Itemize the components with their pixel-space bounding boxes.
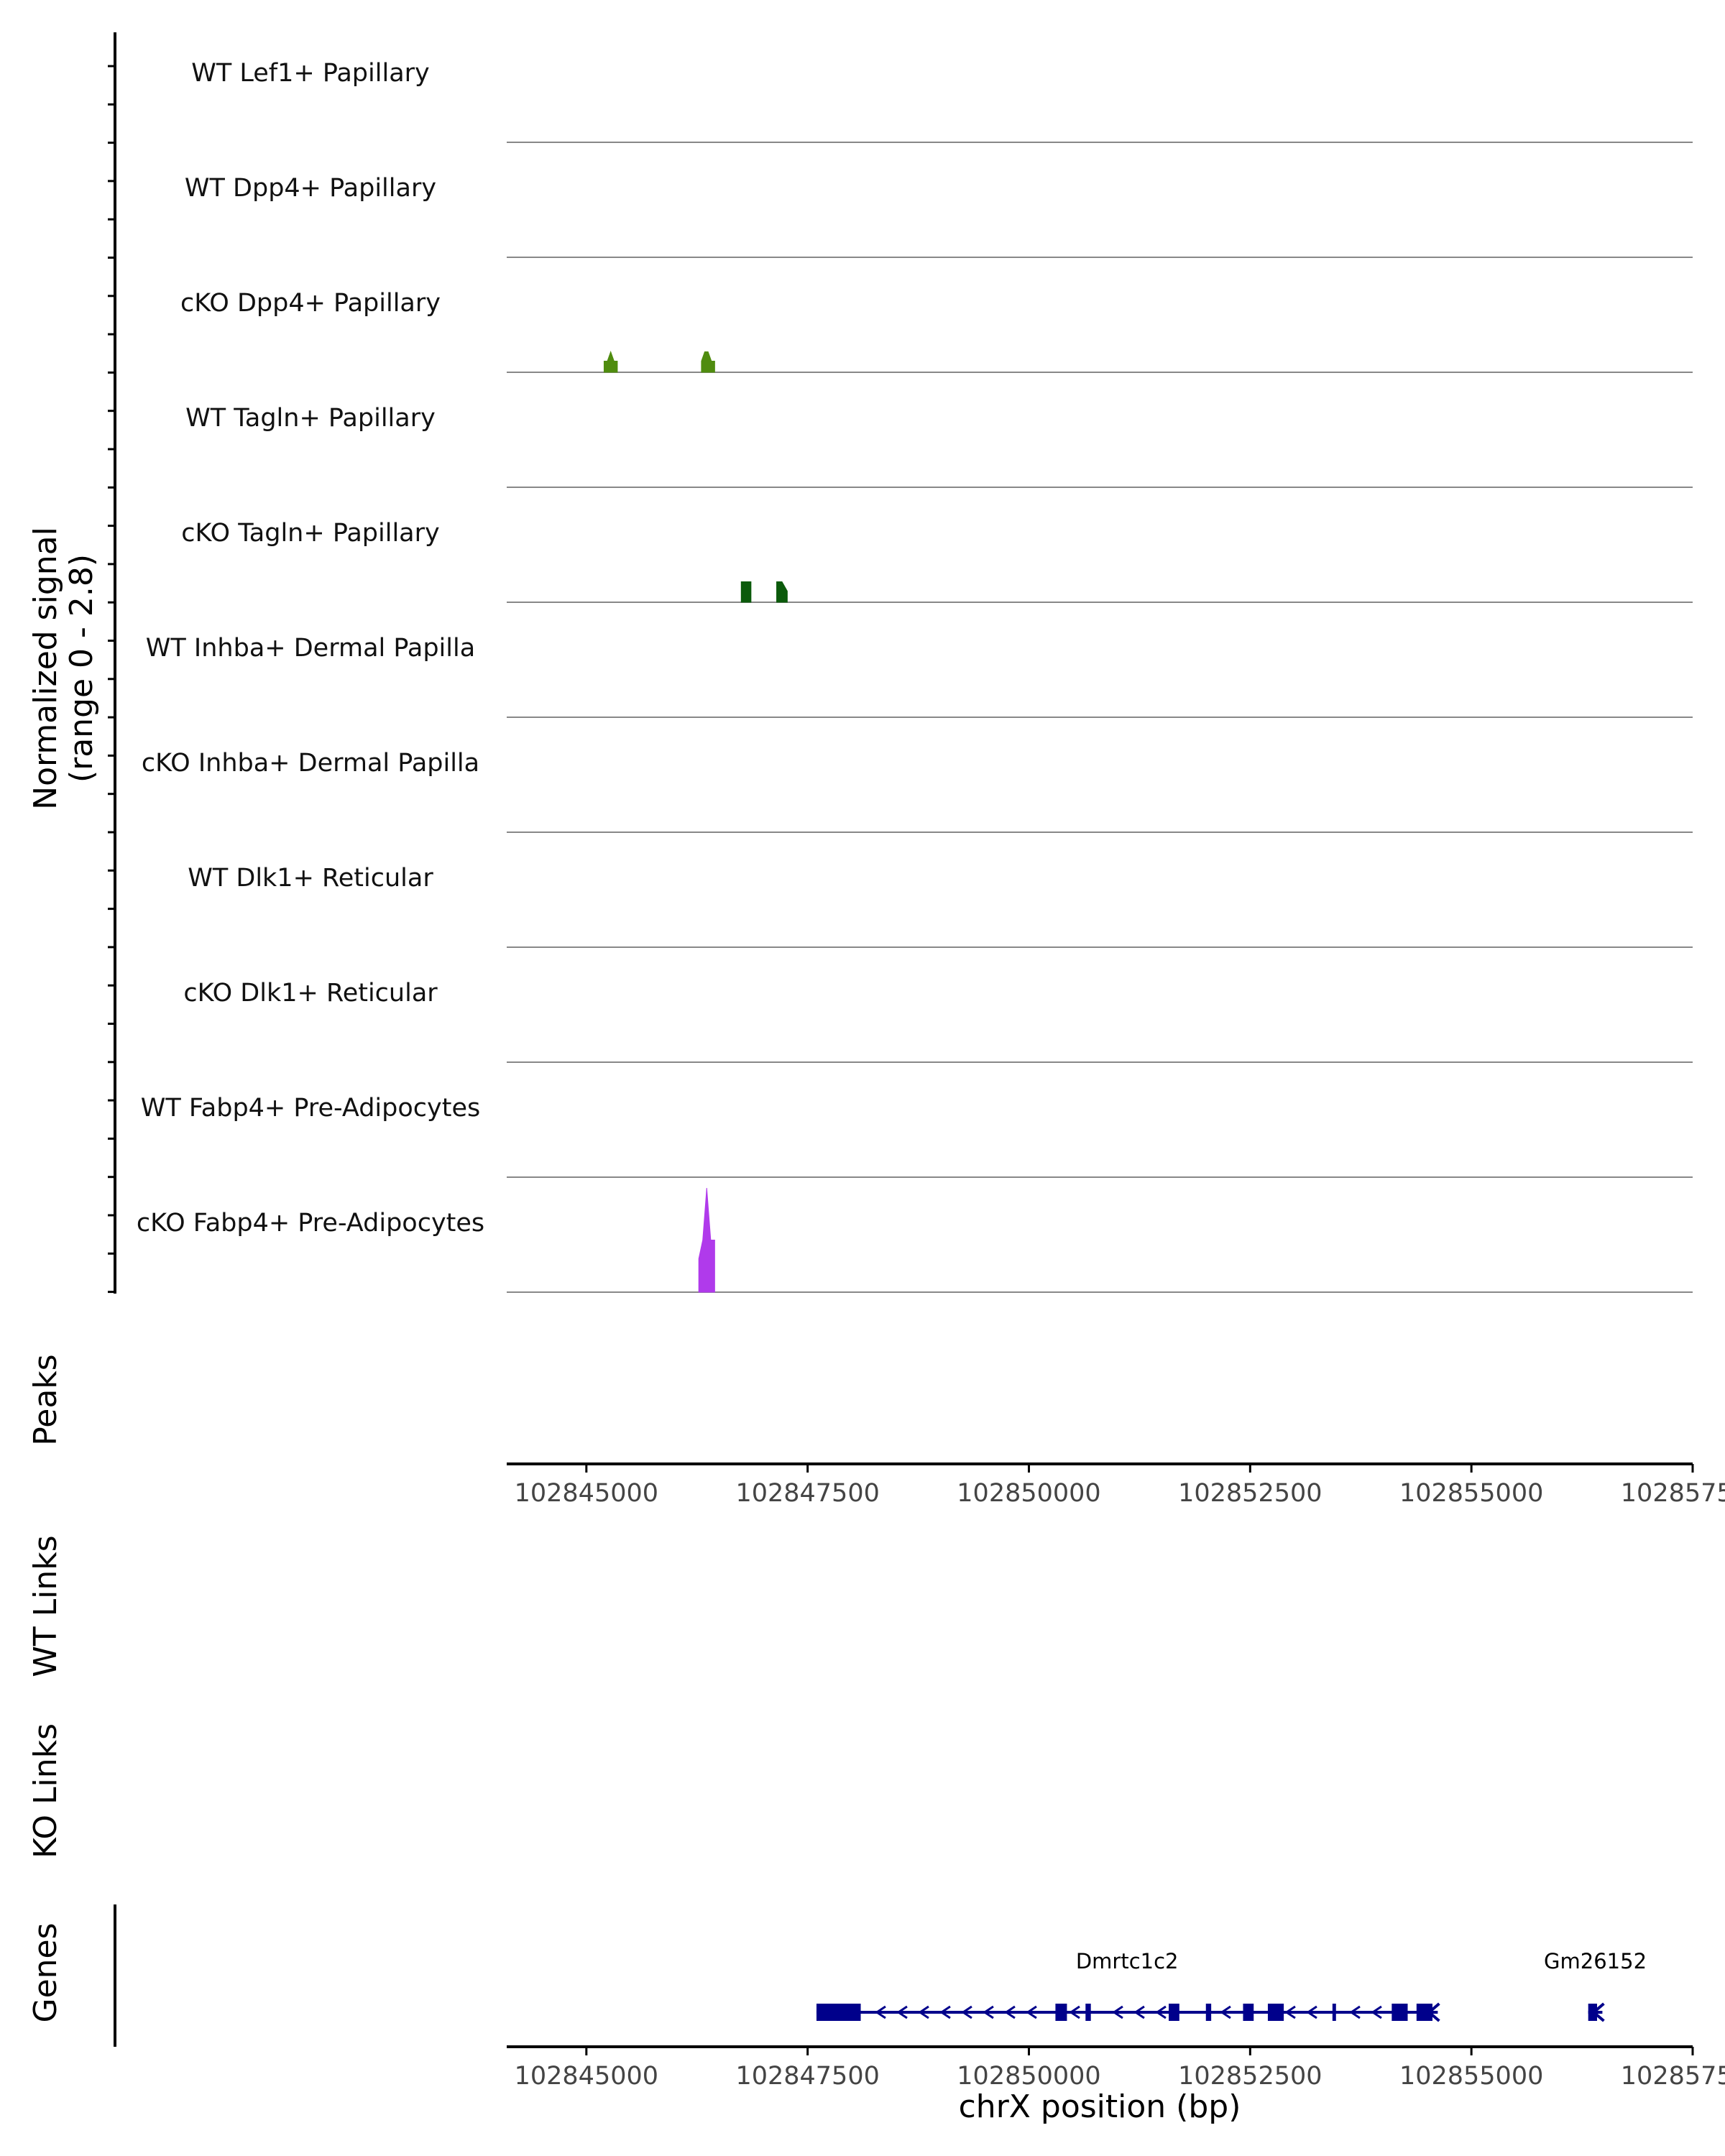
strand-arrow bbox=[1112, 2005, 1123, 2019]
strand-arrow bbox=[1220, 2005, 1231, 2019]
track-label: cKO Dpp4+ Papillary bbox=[180, 289, 441, 318]
track: WT Tagln+ Papillary bbox=[185, 404, 1693, 488]
x-tick-label: 102845000 bbox=[515, 1479, 658, 1508]
genes-x-axis-ticks: 102845000 102847500 102850000 102852500 1028… bbox=[515, 2047, 1725, 2091]
peaks-x-axis-ticks: 102845000 102847500 102850000 102852500 1028… bbox=[515, 1464, 1725, 1508]
strand-arrow bbox=[1306, 2005, 1317, 2019]
exon bbox=[1588, 2004, 1598, 2021]
track: WT Lef1+ Papillary bbox=[191, 59, 1693, 143]
y-axis-title-line1: Normalized signal bbox=[27, 527, 64, 810]
gene-model: Gm26152 bbox=[1544, 1949, 1647, 2022]
x-tick-label: 102852500 bbox=[1178, 2062, 1322, 2091]
ko-links-label: KO Links bbox=[27, 1723, 64, 1858]
strand-arrow bbox=[1133, 2005, 1145, 2019]
exon bbox=[1205, 2004, 1212, 2021]
exon bbox=[1332, 2004, 1336, 2021]
track-label: WT Dlk1+ Reticular bbox=[188, 864, 433, 893]
strand-arrow bbox=[875, 2005, 886, 2019]
exon bbox=[1169, 2004, 1179, 2021]
track-label: WT Lef1+ Papillary bbox=[191, 59, 430, 88]
signal-y-axis-ticks bbox=[108, 65, 115, 1294]
coverage-peak bbox=[698, 1187, 715, 1293]
exon bbox=[1392, 2004, 1408, 2021]
x-tick-label: 102855000 bbox=[1399, 1479, 1543, 1508]
x-axis-title: chrX position (bp) bbox=[959, 2088, 1241, 2125]
gene-model: Dmrtc1c2 bbox=[816, 1949, 1440, 2022]
peaks-track-label: Peaks bbox=[27, 1354, 64, 1445]
y-axis-title-line2: (range 0 - 2.8) bbox=[63, 554, 100, 783]
strand-arrow bbox=[1155, 2005, 1167, 2019]
strand-arrow bbox=[939, 2005, 951, 2019]
coverage-peak bbox=[776, 581, 788, 603]
x-tick-label: 102857500 bbox=[1621, 2062, 1725, 2091]
strand-arrow bbox=[1004, 2005, 1016, 2019]
coverage-peak bbox=[603, 351, 618, 373]
track: WT Dpp4+ Papillary bbox=[185, 174, 1693, 258]
track: cKO Dpp4+ Papillary bbox=[180, 289, 1693, 373]
track: WT Inhba+ Dermal Papilla bbox=[146, 634, 1693, 718]
x-tick-label: 102855000 bbox=[1399, 2062, 1543, 2091]
track: WT Dlk1+ Reticular bbox=[188, 864, 1693, 948]
track: cKO Inhba+ Dermal Papilla bbox=[142, 749, 1693, 833]
genes-track-label: Genes bbox=[27, 1922, 64, 2022]
track-label: WT Dpp4+ Papillary bbox=[185, 174, 436, 203]
exon bbox=[816, 2004, 861, 2021]
gene-models: Dmrtc1c2 Gm26152 bbox=[816, 1949, 1647, 2022]
x-tick-label: 102847500 bbox=[735, 1479, 879, 1508]
track-label: WT Fabp4+ Pre-Adipocytes bbox=[141, 1094, 480, 1123]
track: WT Fabp4+ Pre-Adipocytes bbox=[141, 1094, 1693, 1178]
x-tick-label: 102850000 bbox=[957, 2062, 1100, 2091]
exon bbox=[1267, 2004, 1284, 2021]
strand-arrow bbox=[896, 2005, 908, 2019]
coverage-peak bbox=[740, 581, 752, 603]
strand-arrow bbox=[1349, 2005, 1361, 2019]
track: cKO Fabp4+ Pre-Adipocytes bbox=[137, 1187, 1693, 1293]
strand-arrow bbox=[1371, 2005, 1382, 2019]
x-tick-label: 102847500 bbox=[735, 2062, 879, 2091]
x-tick-label: 102845000 bbox=[515, 2062, 658, 2091]
track: cKO Dlk1+ Reticular bbox=[183, 979, 1693, 1063]
track-label: cKO Fabp4+ Pre-Adipocytes bbox=[137, 1209, 484, 1238]
exon bbox=[1055, 2004, 1067, 2021]
x-tick-label: 102850000 bbox=[957, 1479, 1100, 1508]
strand-arrow bbox=[918, 2005, 929, 2019]
track-label: cKO Inhba+ Dermal Papilla bbox=[142, 749, 479, 778]
strand-arrow bbox=[1284, 2005, 1296, 2019]
track-label: cKO Tagln+ Papillary bbox=[181, 519, 440, 548]
exon bbox=[1416, 2004, 1432, 2021]
strand-arrow bbox=[983, 2005, 994, 2019]
exon bbox=[1085, 2004, 1091, 2021]
exon bbox=[1243, 2004, 1254, 2021]
strand-arrow bbox=[1026, 2005, 1037, 2019]
track-label: cKO Dlk1+ Reticular bbox=[183, 979, 438, 1008]
strand-arrow bbox=[961, 2005, 972, 2019]
wt-links-label: WT Links bbox=[27, 1535, 64, 1677]
track-label: WT Inhba+ Dermal Papilla bbox=[146, 634, 475, 663]
coverage-tracks: WT Lef1+ Papillary WT Dpp4+ Papillary cKO … bbox=[137, 59, 1693, 1293]
track: cKO Tagln+ Papillary bbox=[181, 519, 1693, 603]
coverage-peak bbox=[701, 351, 715, 373]
gene-name: Gm26152 bbox=[1544, 1949, 1647, 1973]
strand-arrow bbox=[1069, 2005, 1080, 2019]
x-tick-label: 102857500 bbox=[1621, 1479, 1725, 1508]
track-label: WT Tagln+ Papillary bbox=[185, 404, 436, 433]
gene-name: Dmrtc1c2 bbox=[1076, 1949, 1179, 1973]
x-tick-label: 102852500 bbox=[1178, 1479, 1322, 1508]
